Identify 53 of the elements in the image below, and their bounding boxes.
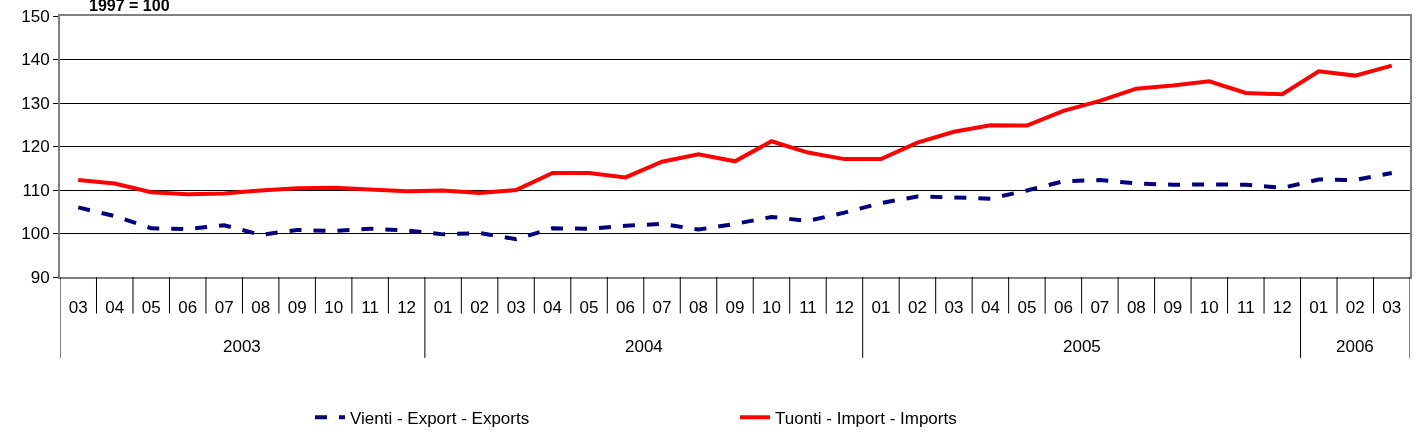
text: 2005 [1063,337,1101,356]
x-tick-label: 12 [397,298,417,318]
x-tick-label: 12 [835,298,854,318]
legend-label: Tuonti - Import - Imports [775,408,957,428]
x-tick-label: 02 [1345,298,1365,318]
x-tick-label: 02 [470,298,490,318]
x-tick-label: 09 [725,298,745,318]
text: 2006 [1336,337,1374,356]
x-tick-label: 01 [1309,298,1329,318]
x-tick-label: 10 [762,298,781,318]
x-tick-label: 08 [689,298,708,318]
y-tick-label: 130 [21,93,50,113]
x-tick-label: 06 [616,298,635,318]
x-tick-label: 12 [1272,298,1292,318]
x-tick-label: 08 [1126,298,1146,318]
x-tick-label: 04 [543,298,563,318]
legend-label: Vienti - Export - Exports [350,408,530,428]
x-tick-label: 03 [1382,298,1402,318]
x-tick-label: 10 [324,298,344,318]
line-series [76,171,1394,242]
x-tick-label: 07 [214,298,234,318]
x-tick-label: 06 [1053,298,1073,318]
x-tick-label: 04 [980,298,1000,318]
x-tick-label: 09 [1163,298,1183,318]
x-tick-label: 08 [251,298,271,318]
x-tick-label: 07 [652,298,672,318]
line-series [76,63,1394,197]
x-tick-label: 09 [287,298,307,318]
y-tick-label: 100 [21,224,50,244]
y-tick-label: 150 [21,6,50,26]
x-tick-label: 11 [799,298,817,318]
x-tick-label: 11 [1236,298,1255,318]
x-tick-label: 01 [871,298,891,318]
x-tick-label: 04 [105,298,125,318]
x-tick-label: 11 [361,298,379,318]
y-tick-label: 120 [21,137,50,157]
x-tick-label: 03 [944,298,964,318]
x-tick-label: 02 [907,298,927,318]
x-tick-label: 03 [68,298,88,318]
y-tick-label: 90 [30,267,50,287]
x-tick-label: 07 [1090,298,1110,318]
x-tick-label: 06 [178,298,198,318]
x-tick-label: 05 [579,298,599,318]
text: 2003 [223,337,261,356]
x-tick-label: 03 [506,298,526,318]
x-tick-label: 05 [1017,298,1037,318]
x-tick-label: 01 [433,298,453,318]
x-tick-label: 10 [1199,298,1219,318]
text: 2004 [625,337,663,356]
x-tick-label: 05 [141,298,161,318]
y-tick-label: 140 [21,50,50,70]
y-tick-label: 110 [22,180,50,200]
y-axis-title: 1997 = 100 [89,0,170,14]
